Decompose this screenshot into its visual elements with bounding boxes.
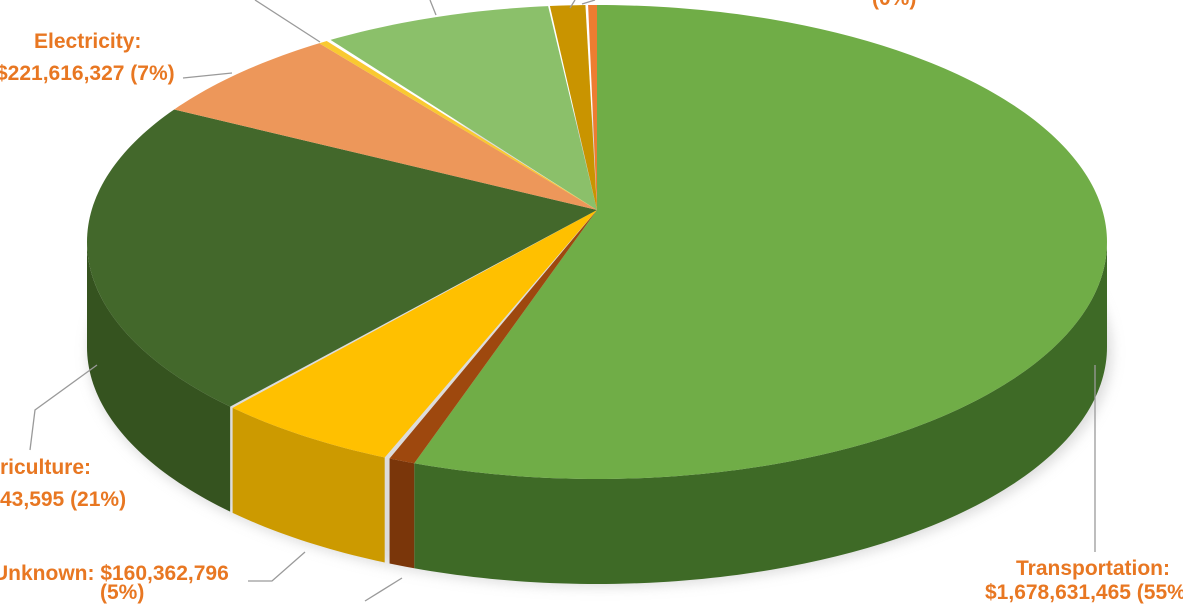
slice-minor-brown[interactable] [389, 210, 597, 464]
label-unknown-value: Unknown: $160,362,796 [0, 562, 229, 585]
leader-line [429, 0, 437, 16]
slice-side-transportation [414, 242, 1107, 584]
slice-side-unknown [232, 407, 385, 563]
slice-side-minor-brown [389, 458, 415, 569]
slice-minor-lightgreen[interactable] [330, 6, 597, 211]
leader-line [29, 364, 98, 451]
leader-line [364, 577, 403, 602]
leader-line [248, 551, 306, 582]
slice-transportation[interactable] [414, 5, 1107, 479]
label-unknown-percent: (5%) [100, 581, 145, 604]
leader-line [581, 0, 596, 5]
label-agriculture-name: riculture: [0, 456, 92, 479]
slice-side-agriculture [87, 242, 231, 512]
label-transportation-value: $1,678,631,465 (55% [985, 581, 1183, 604]
label-transportation-name: Transportation: [1016, 557, 1171, 580]
label-top-value: (0%) [872, 0, 916, 12]
slice-minor-gold[interactable] [549, 5, 597, 210]
label-electricity-value: $221,616,327 (7%) [0, 62, 175, 85]
slice-agriculture[interactable] [87, 109, 597, 407]
slice-minor-orange[interactable] [588, 5, 597, 210]
slice-unknown[interactable] [232, 210, 597, 458]
leader-line [182, 72, 233, 79]
leader-line [254, 0, 321, 43]
label-agriculture-value: 43,595 (21%) [0, 488, 127, 511]
label-electricity-name: Electricity: [34, 30, 142, 53]
slice-electricity[interactable] [174, 43, 597, 210]
slice-minor-yellow[interactable] [319, 41, 597, 210]
leader-line [569, 0, 576, 9]
